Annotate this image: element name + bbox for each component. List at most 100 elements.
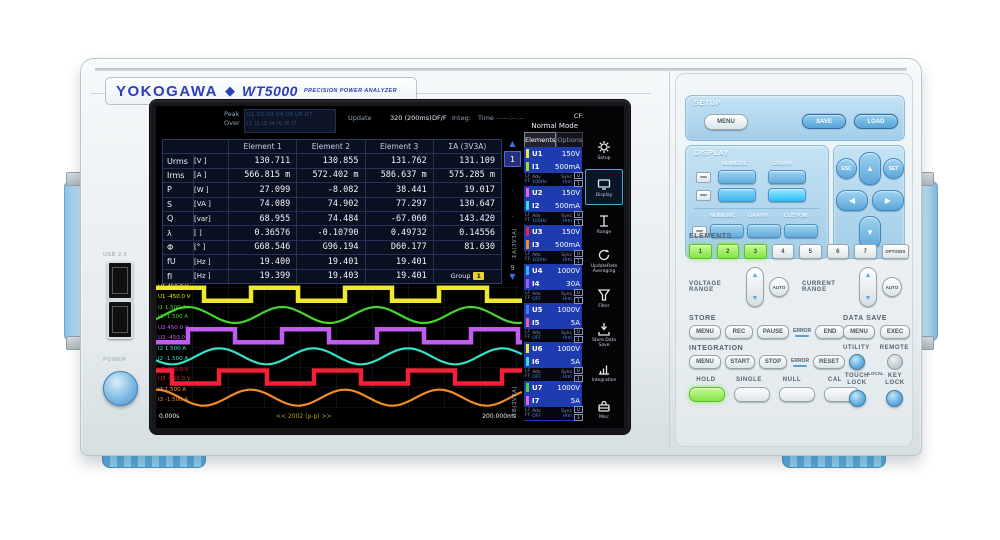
- channel-row-voltage[interactable]: U6 1000V: [524, 342, 582, 355]
- menu-display[interactable]: Display: [585, 169, 623, 205]
- waveform-traces: [156, 285, 522, 407]
- numeric-row3-button[interactable]: [710, 224, 744, 238]
- menu-update-rate[interactable]: UpdateRate Averaging: [585, 243, 623, 279]
- channel-block[interactable]: U6 1000V I6 5A LF FF Adv OFF Sync Hrm U 1: [524, 342, 583, 382]
- menu-integration[interactable]: Integration: [585, 354, 623, 390]
- measurement-value: 77.297: [365, 197, 433, 211]
- menu-filter[interactable]: Filter: [585, 280, 623, 316]
- single-button[interactable]: [734, 387, 770, 402]
- channel-row-current[interactable]: I2 500mA: [524, 199, 582, 212]
- channel-name: I7: [532, 396, 540, 405]
- channel-row-current[interactable]: I6 5A: [524, 355, 582, 368]
- element-options-button[interactable]: OPTIONS: [881, 244, 910, 259]
- integration-reset-button[interactable]: RESET: [813, 355, 846, 369]
- current-range-rocker[interactable]: ▲ ▼: [859, 267, 877, 307]
- setup-menu-button[interactable]: MENU: [704, 114, 748, 130]
- element-key-2[interactable]: 2: [716, 244, 740, 259]
- graph-row3-button[interactable]: [747, 224, 781, 238]
- hold-button[interactable]: [689, 387, 725, 402]
- esc-button[interactable]: ESC: [836, 158, 857, 179]
- numeric-row2-button[interactable]: [718, 188, 756, 202]
- measurement-value: 81.630: [433, 240, 501, 255]
- channel-row-voltage[interactable]: U3 150V: [524, 225, 582, 238]
- power-button[interactable]: [103, 371, 138, 406]
- channel-row-voltage[interactable]: U5 1000V: [524, 303, 582, 316]
- voltage-range-rocker[interactable]: ▲ ▼: [746, 267, 764, 307]
- element-key-4[interactable]: 4: [771, 244, 795, 259]
- measurement-name: Φ: [163, 240, 193, 255]
- data-save-exec-button[interactable]: EXEC: [880, 325, 910, 339]
- channel-row-voltage[interactable]: U1 150V: [524, 147, 582, 160]
- channel-adv-row: LF FF Adv OFF Sync Hrm U 1: [524, 366, 583, 382]
- menu-misc[interactable]: Misc: [585, 391, 623, 427]
- trace-scale-label: U1 -450.0 V: [158, 293, 191, 300]
- channel-block[interactable]: U1 150V I1 500mA LF FF Adv 100Hz Sync Hrm U 1: [524, 147, 583, 188]
- usb-port-1[interactable]: [107, 261, 133, 300]
- usb-port-2[interactable]: [107, 300, 133, 339]
- integration-start-button[interactable]: START: [725, 355, 755, 369]
- integration-stop-button[interactable]: STOP: [759, 355, 787, 369]
- page-down-icon[interactable]: ▼: [509, 272, 516, 281]
- channel-row-voltage[interactable]: U2 150V: [524, 186, 582, 199]
- display-row2-led-button[interactable]: [696, 190, 711, 201]
- menu-range[interactable]: Range: [585, 206, 623, 242]
- null-button[interactable]: [779, 387, 815, 402]
- save-button[interactable]: SAVE: [802, 114, 846, 129]
- menu-setup[interactable]: Setup: [585, 132, 623, 168]
- channel-row-voltage[interactable]: U7 1000V: [524, 381, 582, 394]
- channel-range: 150V: [561, 188, 580, 197]
- utility-button[interactable]: [849, 354, 865, 370]
- channel-block[interactable]: U3 150V I3 500mA LF FF Adv 100Hz Sync Hrm U 1: [524, 225, 583, 265]
- store-pause-button[interactable]: PAUSE: [757, 325, 789, 339]
- channel-row-current[interactable]: I1 500mA: [524, 160, 582, 173]
- load-button[interactable]: LOAD: [854, 114, 898, 129]
- touch-lock-button[interactable]: [849, 390, 866, 407]
- tab-elements[interactable]: Elements: [524, 132, 557, 147]
- left-arrow-button[interactable]: ◀: [836, 190, 868, 211]
- display-row1-led-button[interactable]: [696, 172, 711, 183]
- voltage-auto-button[interactable]: AUTO: [769, 277, 789, 297]
- custom-button[interactable]: [784, 224, 818, 238]
- menu-store[interactable]: Store Data Save: [585, 317, 623, 353]
- set-button[interactable]: SET: [883, 158, 904, 179]
- element-key-3[interactable]: 3: [744, 244, 767, 259]
- store-rec-button[interactable]: REC: [725, 325, 753, 339]
- channel-row-voltage[interactable]: U4 1000V: [524, 264, 582, 277]
- page-up-icon[interactable]: ▲: [509, 139, 516, 148]
- data-save-menu-button[interactable]: MENU: [843, 325, 875, 339]
- element-key-6[interactable]: 6: [826, 244, 850, 259]
- channel-block[interactable]: U7 1000V I7 5A LF FF Adv OFF Sync Hrm U 1: [524, 381, 583, 421]
- lcd-screen[interactable]: Peak Over U1 U2 U3 U4 U5 U6 U7 I1 I2 I3 I4…: [156, 106, 624, 428]
- channel-block[interactable]: U4 1000V I4 30A LF FF Adv OFF Sync Hrm U 1: [524, 264, 583, 304]
- key-lock-button[interactable]: [886, 390, 903, 407]
- channel-row-current[interactable]: I3 500mA: [524, 238, 582, 251]
- measurement-unit: [Hz ]: [194, 255, 228, 269]
- element-key-5[interactable]: 5: [799, 244, 822, 259]
- store-menu-button[interactable]: MENU: [689, 325, 721, 339]
- element-settings-sidebar[interactable]: U1 150V I1 500mA LF FF Adv 100Hz Sync Hrm U 1 U2 150V…: [524, 147, 583, 421]
- channel-row-current[interactable]: I7 5A: [524, 394, 582, 407]
- graph-row2-button[interactable]: [768, 188, 806, 202]
- right-arrow-button[interactable]: ▶: [872, 190, 904, 211]
- graph-row1-button[interactable]: [768, 170, 806, 184]
- current-auto-button[interactable]: AUTO: [882, 277, 902, 297]
- page-scrollbar[interactable]: ▲ 1 · · · 9 ▼: [503, 139, 522, 282]
- channel-block[interactable]: U2 150V I2 500mA LF FF Adv 100Hz Sync Hrm U 1: [524, 186, 583, 226]
- tab-options[interactable]: Options: [556, 132, 584, 147]
- up-arrow-button[interactable]: ▲: [859, 152, 881, 185]
- channel-block[interactable]: U5 1000V I5 5A LF FF Adv OFF Sync Hrm U 1: [524, 303, 583, 343]
- element-key-7[interactable]: 7: [854, 244, 877, 259]
- channel-row-current[interactable]: I4 30A: [524, 277, 582, 290]
- channel-row-current[interactable]: I5 5A: [524, 316, 582, 329]
- element-key-1[interactable]: 1: [689, 244, 712, 259]
- integration-menu-button[interactable]: MENU: [689, 355, 721, 369]
- display-row3-led-button[interactable]: [692, 226, 707, 237]
- measurement-unit: [var]: [194, 211, 228, 226]
- group-indicator: Group 1: [451, 272, 484, 280]
- store-end-button[interactable]: END: [815, 325, 846, 339]
- measurement-unit: [VA ]: [194, 197, 228, 211]
- trace-scale-label: I3 1.500 A: [158, 387, 187, 394]
- numeric-row1-button[interactable]: [718, 170, 756, 184]
- measurement-value: 19.401: [297, 255, 365, 269]
